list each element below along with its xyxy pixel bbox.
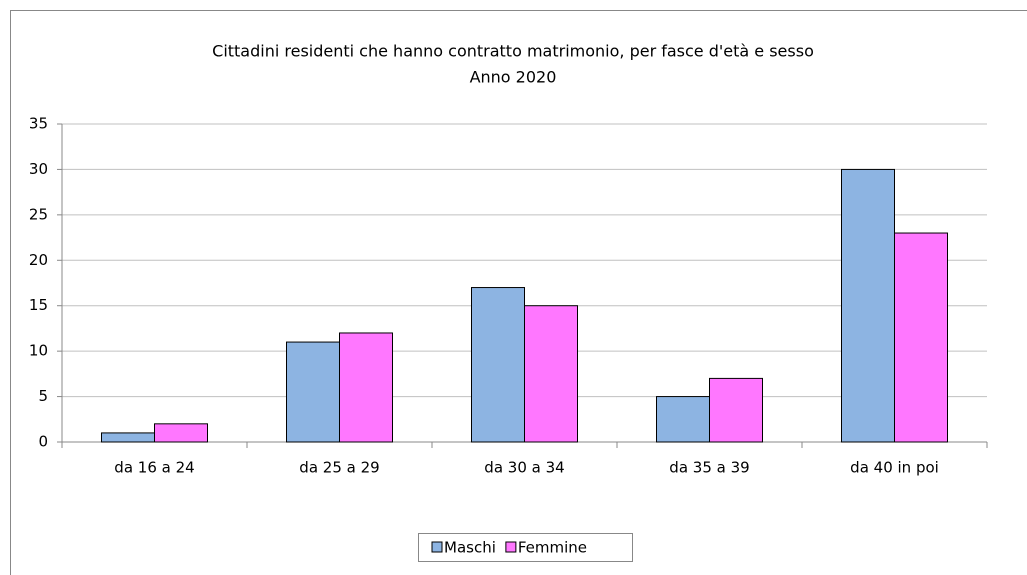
y-tick-label: 10 [29,342,48,360]
legend-label: Femmine [518,539,587,557]
legend-swatch [431,541,443,553]
chart-title: Cittadini residenti che hanno contratto … [212,42,814,61]
x-tick-label: da 25 a 29 [299,459,379,477]
bar [339,332,393,443]
y-tick-label: 30 [29,160,48,178]
x-tick-label: da 16 a 24 [114,459,194,477]
bar [471,287,525,443]
legend-swatch [505,541,517,553]
bar [154,423,208,443]
bar [101,432,155,443]
x-tick-label: da 40 in poi [850,459,939,477]
y-tick-label: 5 [38,387,48,405]
y-tick-label: 25 [29,205,48,223]
legend-box [418,533,633,562]
chart-subtitle: Anno 2020 [470,68,557,87]
bar [894,232,948,443]
bar [841,168,895,443]
y-tick-label: 15 [29,296,48,314]
bar [709,377,763,443]
bar [656,396,710,443]
bar [286,341,340,443]
x-tick-label: da 35 a 39 [669,459,749,477]
y-tick-label: 0 [38,433,48,451]
legend-label: Maschi [444,539,496,557]
bar [524,305,578,443]
x-tick-label: da 30 a 34 [484,459,564,477]
y-tick-label: 35 [29,115,48,133]
y-tick-label: 20 [29,251,48,269]
